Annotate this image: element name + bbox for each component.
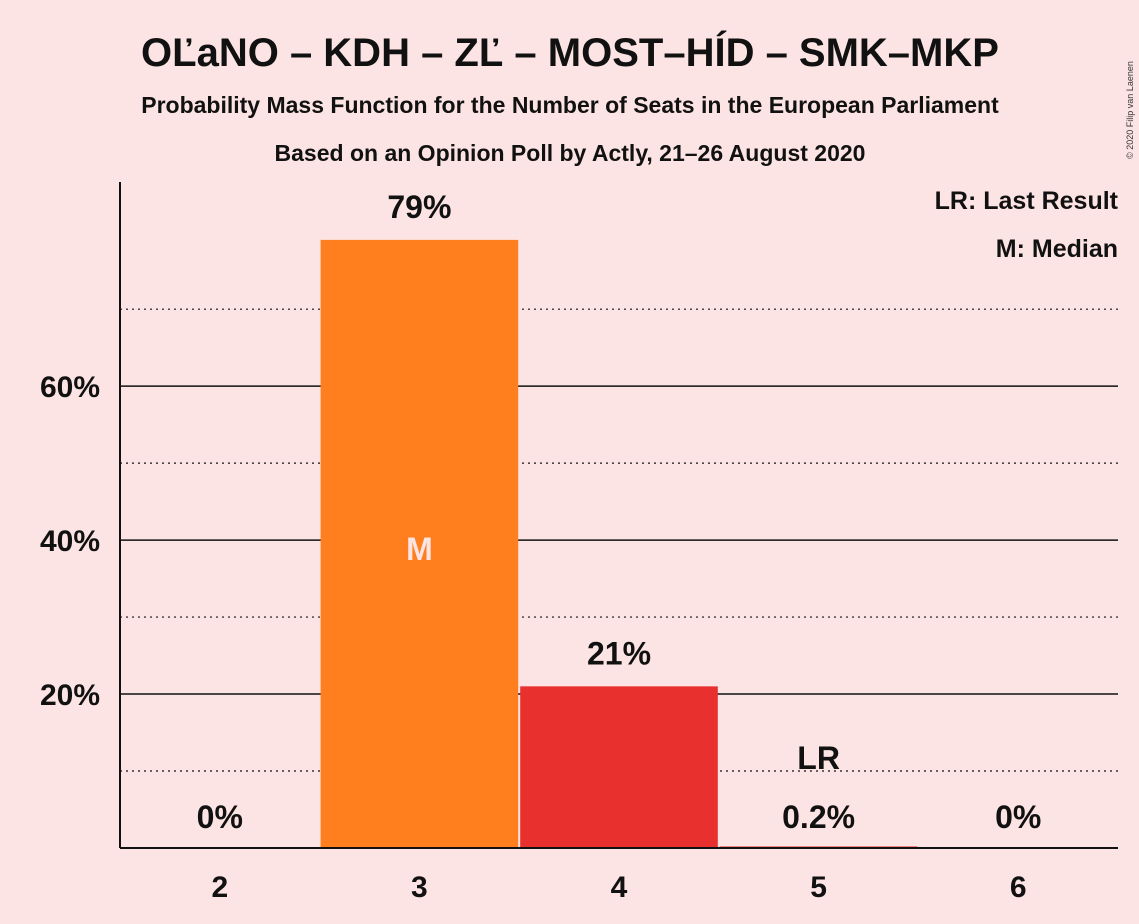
chart-title: OĽaNO – KDH – ZĽ – MOST–HÍD – SMK–MKP	[141, 30, 999, 75]
bars	[320, 239, 918, 848]
value-labels: 0% 79% M 21% 0.2% LR 0%	[197, 189, 1042, 835]
value-label-4: 21%	[587, 635, 651, 671]
x-tick-label: 5	[810, 871, 827, 904]
y-tick-label: 60%	[40, 371, 100, 404]
value-label-6: 0%	[995, 799, 1041, 835]
x-tick-label: 3	[411, 871, 428, 904]
copyright-notice: © 2020 Filip van Laenen	[1125, 61, 1135, 159]
axes: 20% 40% 60% 2 3 4 5 6	[40, 182, 1118, 904]
x-tick-label: 4	[611, 871, 628, 904]
value-label-5: 0.2%	[782, 799, 855, 835]
last-result-marker: LR	[797, 740, 840, 776]
bar-4	[520, 686, 718, 848]
bar-3	[320, 239, 519, 848]
legend-last-result: LR: Last Result	[935, 187, 1119, 215]
value-label-2: 0%	[197, 799, 243, 835]
chart-subtitle-poll: Based on an Opinion Poll by Actly, 21–26…	[275, 140, 866, 166]
x-tick-label: 2	[211, 871, 228, 904]
x-tick-label: 6	[1010, 871, 1027, 904]
value-label-3: 79%	[387, 189, 451, 225]
chart-subtitle: Probability Mass Function for the Number…	[141, 92, 999, 118]
median-marker: M	[406, 531, 433, 567]
y-tick-label: 40%	[40, 525, 100, 558]
y-tick-label: 20%	[40, 679, 100, 712]
legend-median: M: Median	[996, 235, 1118, 263]
